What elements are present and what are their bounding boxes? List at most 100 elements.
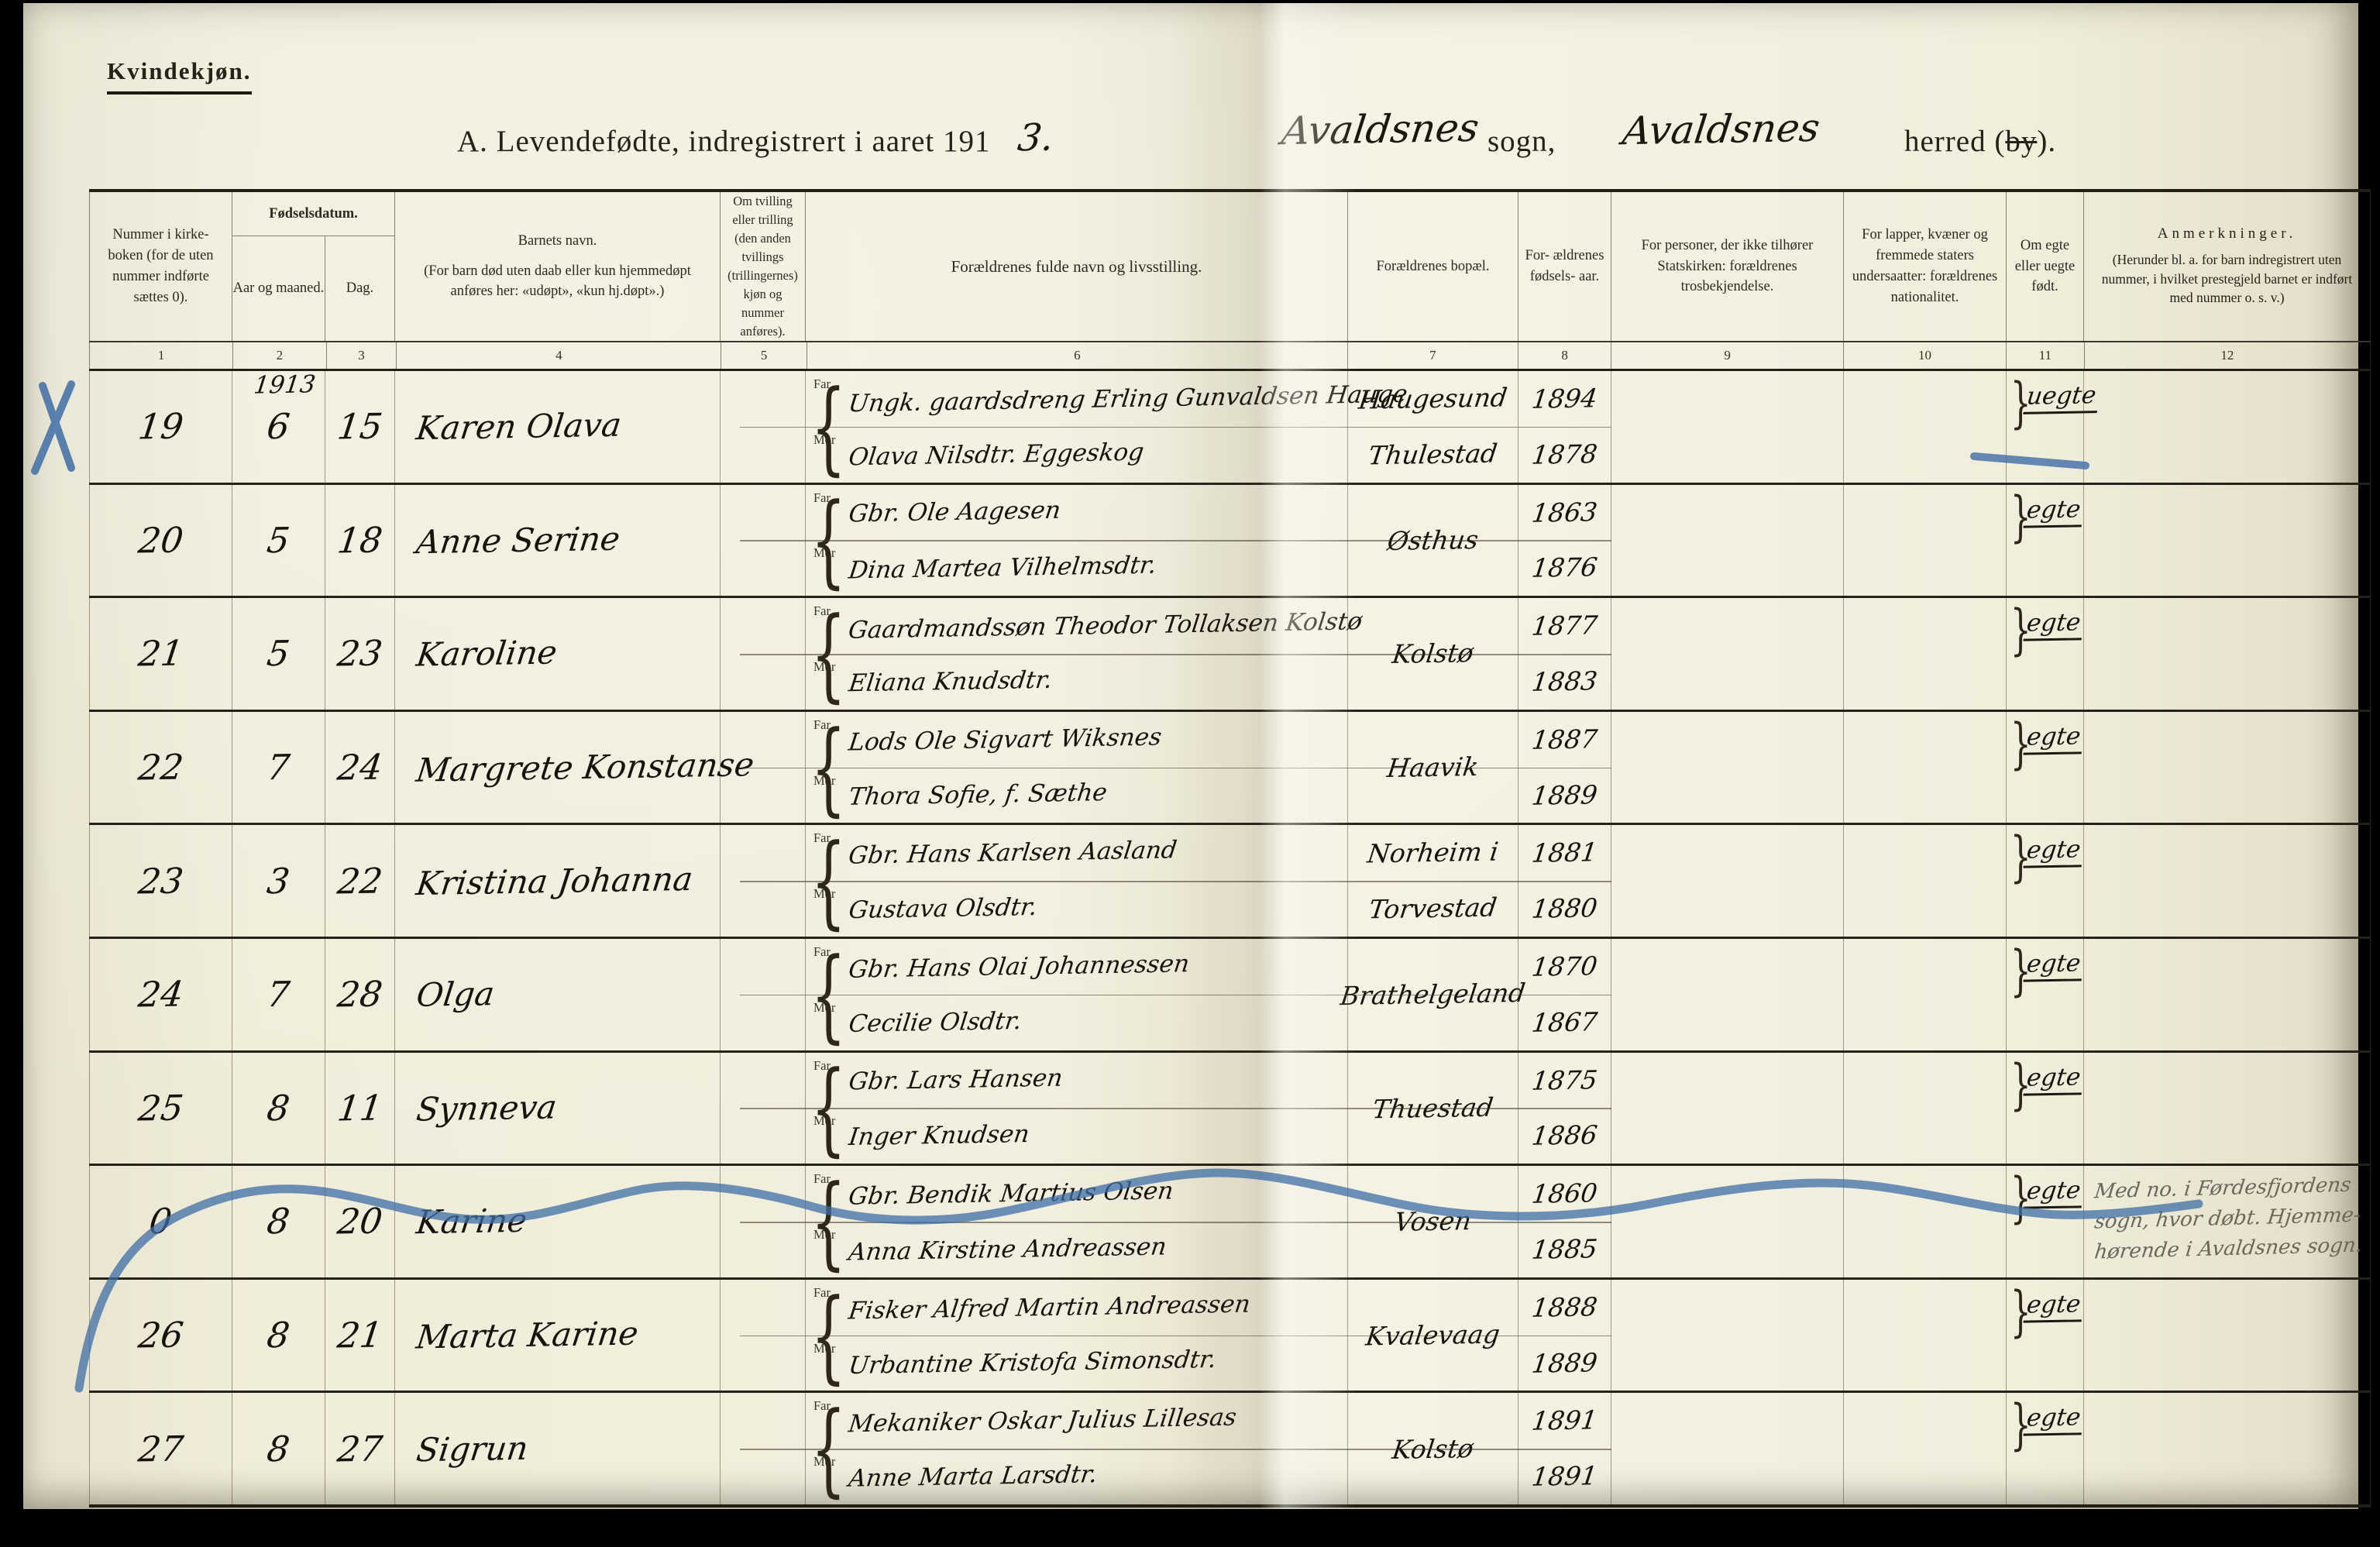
header-birthdate: Fødselsdatum. <box>269 205 358 222</box>
remarks-cell <box>2084 711 2371 823</box>
row-month-cell: 8 <box>232 1393 325 1504</box>
colnum-2: 2 <box>233 342 327 369</box>
header-twin: Om tvilling eller trilling (den anden tv… <box>721 192 806 341</box>
table-row: 22 7 24 Margrete Konstanse { Far Lods Ole… <box>89 711 2371 826</box>
mother-line: Mor Dina Martea Vilhelmsdtr. <box>813 545 1158 585</box>
legitimacy-brace: } <box>2010 1393 2031 1457</box>
row-day-cell: 23 <box>325 598 395 710</box>
nationality-cell <box>1844 711 2007 823</box>
residence-line: Thulestad <box>1367 438 1499 471</box>
row-number-cell: 19 <box>89 371 232 483</box>
row-month-cell: 8 <box>232 1166 325 1277</box>
father-line: Far Gbr. Bendik Martius Olsen <box>813 1171 1175 1211</box>
far-mor-divider <box>740 1221 1611 1223</box>
table-row: 27 8 27 Sigrun { Far Mekaniker Oskar Juli… <box>89 1393 2371 1504</box>
far-mor-divider <box>740 1108 1611 1109</box>
child-name-cell: Anne Serine <box>395 484 721 596</box>
legitimacy-cell: } egte <box>2007 938 2086 1050</box>
colnum-4: 4 <box>397 342 722 369</box>
far-mor-divider <box>740 767 1611 769</box>
colnum-11: 11 <box>2007 342 2085 369</box>
row-day-cell: 20 <box>325 1166 395 1277</box>
row-month-cell: 7 <box>232 938 325 1050</box>
creed-cell <box>1611 825 1844 937</box>
row-number-cell: 24 <box>89 938 232 1050</box>
father-line: Far Mekaniker Oskar Julius Lillesas <box>813 1398 1239 1439</box>
remarks-cell <box>2084 1279 2371 1391</box>
colnum-7: 7 <box>1348 342 1518 369</box>
colnum-5: 5 <box>721 342 807 369</box>
row-number-cell: 22 <box>89 711 232 823</box>
mother-line: Mor Thora Sofie, f. Sæthe <box>813 772 1109 812</box>
page-sex-label: Kvindekjøn. <box>107 57 252 95</box>
legitimacy-brace: } <box>2010 825 2031 889</box>
nationality-cell <box>1844 1393 2007 1504</box>
nationality-cell <box>1844 825 2007 937</box>
row-day-cell: 28 <box>325 938 395 1050</box>
legitimacy-cell: } egte <box>2007 484 2086 596</box>
father-line: Far Gbr. Hans Olai Johannessen <box>813 944 1192 984</box>
legitimacy-cell: } egte <box>2007 711 2086 823</box>
nationality-cell <box>1844 1166 2007 1277</box>
row-month-cell: 5 <box>232 484 325 596</box>
child-name-cell: Sigrun <box>395 1393 721 1504</box>
creed-cell <box>1611 371 1844 483</box>
remarks-cell <box>2084 1052 2371 1164</box>
row-day-cell: 27 <box>325 1393 395 1504</box>
remarks-cell <box>2084 938 2371 1050</box>
legitimacy-cell: } egte <box>2007 1279 2086 1391</box>
creed-cell <box>1611 1052 1844 1164</box>
row-number-cell: 26 <box>89 1279 232 1391</box>
row-number-cell: 23 <box>89 825 232 937</box>
row-day-cell: 22 <box>325 825 395 937</box>
child-name-cell: Olga <box>395 938 721 1050</box>
father-line: Far Gbr. Lars Hansen <box>813 1057 1064 1096</box>
father-line: Far Ungk. gaardsdreng Erling Gunvaldsen H… <box>813 376 1409 418</box>
far-mor-divider <box>740 1449 1611 1450</box>
legitimacy-brace: } <box>2010 371 2031 435</box>
header-nationality: For lapper, kvæner og fremmede staters u… <box>1844 192 2007 341</box>
child-name-cell: Karoline <box>395 598 721 710</box>
nationality-cell <box>1844 484 2007 596</box>
row-number-cell: 25 <box>89 1052 232 1164</box>
row-month-cell: 8 <box>232 1279 325 1391</box>
row-number-cell: 20 <box>89 484 232 596</box>
colnum-6: 6 <box>807 342 1348 369</box>
table-header-row: Nummer i kirke- boken (for de uten numme… <box>89 192 2371 342</box>
row-month-cell: 3 <box>232 825 325 937</box>
header-legitimacy: Om egte eller uegte født. <box>2007 192 2084 341</box>
colnum-9: 9 <box>1611 342 1844 369</box>
table-row: 25 8 11 Synneva { Far Gbr. Lars Hansen Mo… <box>89 1052 2371 1167</box>
father-line: Far Fisker Alfred Martin Andreassen <box>813 1284 1252 1325</box>
row-day-cell: 11 <box>325 1052 395 1164</box>
colnum-3: 3 <box>327 342 397 369</box>
header-child-name: Barnets navn. (For barn død uten daab ell… <box>395 192 721 341</box>
nationality-cell <box>1844 598 2007 710</box>
legitimacy-cell: } egte <box>2007 1166 2086 1277</box>
register-table: Nummer i kirke- boken (for de uten numme… <box>89 189 2371 1507</box>
creed-cell <box>1611 1166 1844 1277</box>
legitimacy-cell: } egte <box>2007 1052 2086 1164</box>
nationality-cell <box>1844 1052 2007 1164</box>
row-number-cell: 0 <box>89 1166 232 1277</box>
struck-by-word: by <box>2005 125 2038 158</box>
table-row: 0 8 20 Karine { Far Gbr. Bendik Martius O… <box>89 1166 2371 1280</box>
remarks-cell <box>2084 1393 2371 1504</box>
row-month-cell: 5 <box>232 598 325 710</box>
remarks-cell <box>2084 598 2371 710</box>
child-name-cell: Karen Olava <box>395 371 721 483</box>
header-year-month: Aar og maaned. <box>232 280 325 297</box>
row-day-cell: 21 <box>325 1279 395 1391</box>
row-month-cell: 1913 6 <box>232 370 325 483</box>
column-number-strip: 1 2 3 4 5 6 7 8 9 10 11 12 <box>89 342 2371 371</box>
herred-label: herred (by). <box>1904 125 2057 158</box>
legitimacy-cell: } egte <box>2007 825 2086 937</box>
child-name-cell: Marta Karine <box>395 1279 721 1391</box>
residence-line: Torvestad <box>1367 892 1499 925</box>
header-birthdate-group: Fødselsdatum. Aar og maaned. Dag. <box>232 192 395 341</box>
remarks-cell <box>2084 484 2371 596</box>
legitimacy-brace: } <box>2010 484 2031 548</box>
mother-line: Mor Anna Kirstine Andreassen <box>813 1226 1168 1267</box>
far-mor-divider <box>740 653 1611 655</box>
nationality-cell <box>1844 1279 2007 1391</box>
